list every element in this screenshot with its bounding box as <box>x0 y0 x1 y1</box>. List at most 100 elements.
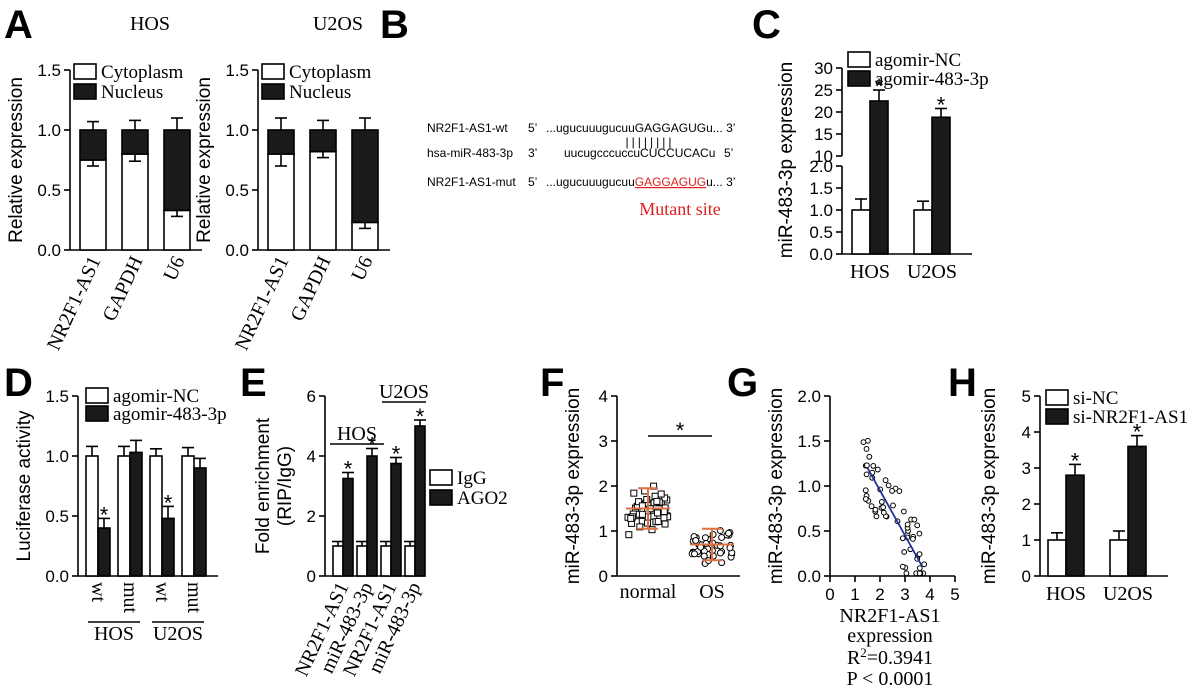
d-significance-star: * <box>100 502 109 527</box>
a-u2os-bar-nucleus <box>351 129 379 224</box>
g-ytick-label: 1.0 <box>797 477 821 496</box>
g-point <box>862 496 869 502</box>
g-point <box>863 471 870 478</box>
e-significance-star: * <box>368 433 377 458</box>
panel-letter-d: D <box>4 361 33 405</box>
c-significance-star: * <box>937 92 946 117</box>
g-point <box>860 439 867 445</box>
h-bar-si-nc <box>1109 539 1129 577</box>
f-point <box>657 490 665 498</box>
c-category-label: U2OS <box>907 261 957 283</box>
panel-letter-f: F <box>540 361 564 405</box>
c-ytick-label: 30 <box>814 59 833 78</box>
chart-d: 0.00.51.01.5*wt mut*wt mutagomir-NCagomir-… <box>14 386 227 645</box>
g-xtick-label: 3 <box>900 585 909 604</box>
sequence-text: ...ugucuuugucuuGAGGAGUGu... 3’ <box>546 175 735 189</box>
g-p-value: P < 0.0001 <box>847 668 934 690</box>
g-point <box>882 477 889 484</box>
e-bar-ago2 <box>414 425 426 577</box>
a-hos-legend-swatch <box>73 83 97 100</box>
d-ytick-label: 1.0 <box>45 447 69 466</box>
h-legend-swatch <box>1045 408 1069 425</box>
g-xtick-label: 4 <box>925 585 934 604</box>
chart-g: 0.0 0.5 1.0 1.5 2.0 0 1 2 3 4 5 miR-483-3p expressi… <box>766 387 960 690</box>
f-point <box>702 539 710 547</box>
a-hos-title: HOS <box>130 13 170 35</box>
e-bar-ago2 <box>342 477 354 577</box>
a-hos-legend-label: Cytoplasm <box>101 62 184 83</box>
f-ytick-label: 4 <box>599 387 608 406</box>
a-hos-ytick-label: 1.0 <box>37 121 61 140</box>
g-ytick-label: 0.0 <box>797 567 821 586</box>
a-u2os-category-label: GAPDH <box>286 253 335 325</box>
c-bar-agomir-483-3p <box>931 116 951 255</box>
a-u2os-bar-cytoplasm <box>267 153 295 251</box>
c-ytick-label: 0.5 <box>809 223 833 242</box>
f-point <box>660 514 668 522</box>
d-ytick-label: 1.5 <box>45 387 69 406</box>
e-bar-igg <box>404 545 416 577</box>
chart-e: 0246*NR2F1-AS1*miR-483-3p*NR2F1-AS1*miR-… <box>253 381 508 680</box>
e-group-label: HOS <box>337 423 377 445</box>
panel-letter-g: G <box>727 361 758 405</box>
g-point <box>868 503 875 510</box>
h-ytick-label: 1 <box>1022 531 1031 550</box>
d-bar-agomir-nc <box>181 455 195 577</box>
g-point <box>878 499 885 505</box>
e-bar-ago2 <box>390 462 402 577</box>
mutant-site-label: Mutant site <box>639 199 721 219</box>
h-bar-si-nr2f1-as1 <box>1127 445 1147 577</box>
h-category-label: HOS <box>1046 583 1086 605</box>
a-hos-ylabel: Relative expression <box>6 77 27 243</box>
f-point <box>635 498 643 506</box>
d-group-label: HOS <box>94 623 134 645</box>
c-bar-agomir-nc <box>913 209 933 255</box>
c-bar-agomir-nc <box>851 209 871 255</box>
g-point <box>916 551 923 557</box>
h-significance-star: * <box>1071 448 1080 473</box>
f-point <box>661 520 669 528</box>
g-point <box>872 506 879 513</box>
d-bar-agomir-nc <box>117 455 131 577</box>
e-ytick-label: 2 <box>307 507 316 526</box>
e-bar-igg <box>380 545 392 577</box>
f-point <box>625 531 633 539</box>
d-bar-agomir-nc <box>85 455 99 577</box>
e-bar-igg <box>332 545 344 577</box>
h-significance-star: * <box>1133 420 1142 445</box>
e-significance-star: * <box>344 457 353 482</box>
a-hos-category-label: NR2F1-AS1 <box>43 253 106 354</box>
e-legend-swatch <box>429 469 453 486</box>
h-legend-swatch <box>1045 389 1069 406</box>
f-point <box>630 489 638 497</box>
h-ytick-label: 2 <box>1022 495 1031 514</box>
e-legend-label: AGO2 <box>457 488 508 509</box>
d-bar-agomir-483-3p <box>161 517 175 577</box>
g-ytick-label: 2.0 <box>797 387 821 406</box>
f-point <box>726 544 734 552</box>
d-category-label: wt <box>87 582 109 602</box>
c-ytick-label: 20 <box>814 103 833 122</box>
c-ytick-label: 1.5 <box>809 179 833 198</box>
g-point <box>914 522 921 529</box>
d-significance-star: * <box>164 490 173 515</box>
g-point <box>873 513 880 520</box>
g-r-squared: R2=0.3941 <box>847 645 933 670</box>
c-ytick-label: 0.0 <box>809 245 833 264</box>
h-bar-si-nr2f1-as1 <box>1065 474 1085 577</box>
c-legend-label: agomir-NC <box>875 50 961 71</box>
g-point <box>903 570 910 577</box>
d-legend-label: agomir-NC <box>113 386 199 407</box>
c-significance-star: * <box>875 74 884 99</box>
chart-f: 0 1 2 3 4 miR-483-3p expression normal OS * <box>563 387 740 603</box>
sequence-end-3: 5’ <box>724 146 733 160</box>
g-point <box>904 521 911 528</box>
f-ytick-label: 0 <box>599 567 608 586</box>
a-u2os-title: U2OS <box>313 13 363 35</box>
f-point <box>643 496 651 504</box>
c-legend-swatch <box>847 51 871 68</box>
d-category-label: mut <box>183 582 205 614</box>
